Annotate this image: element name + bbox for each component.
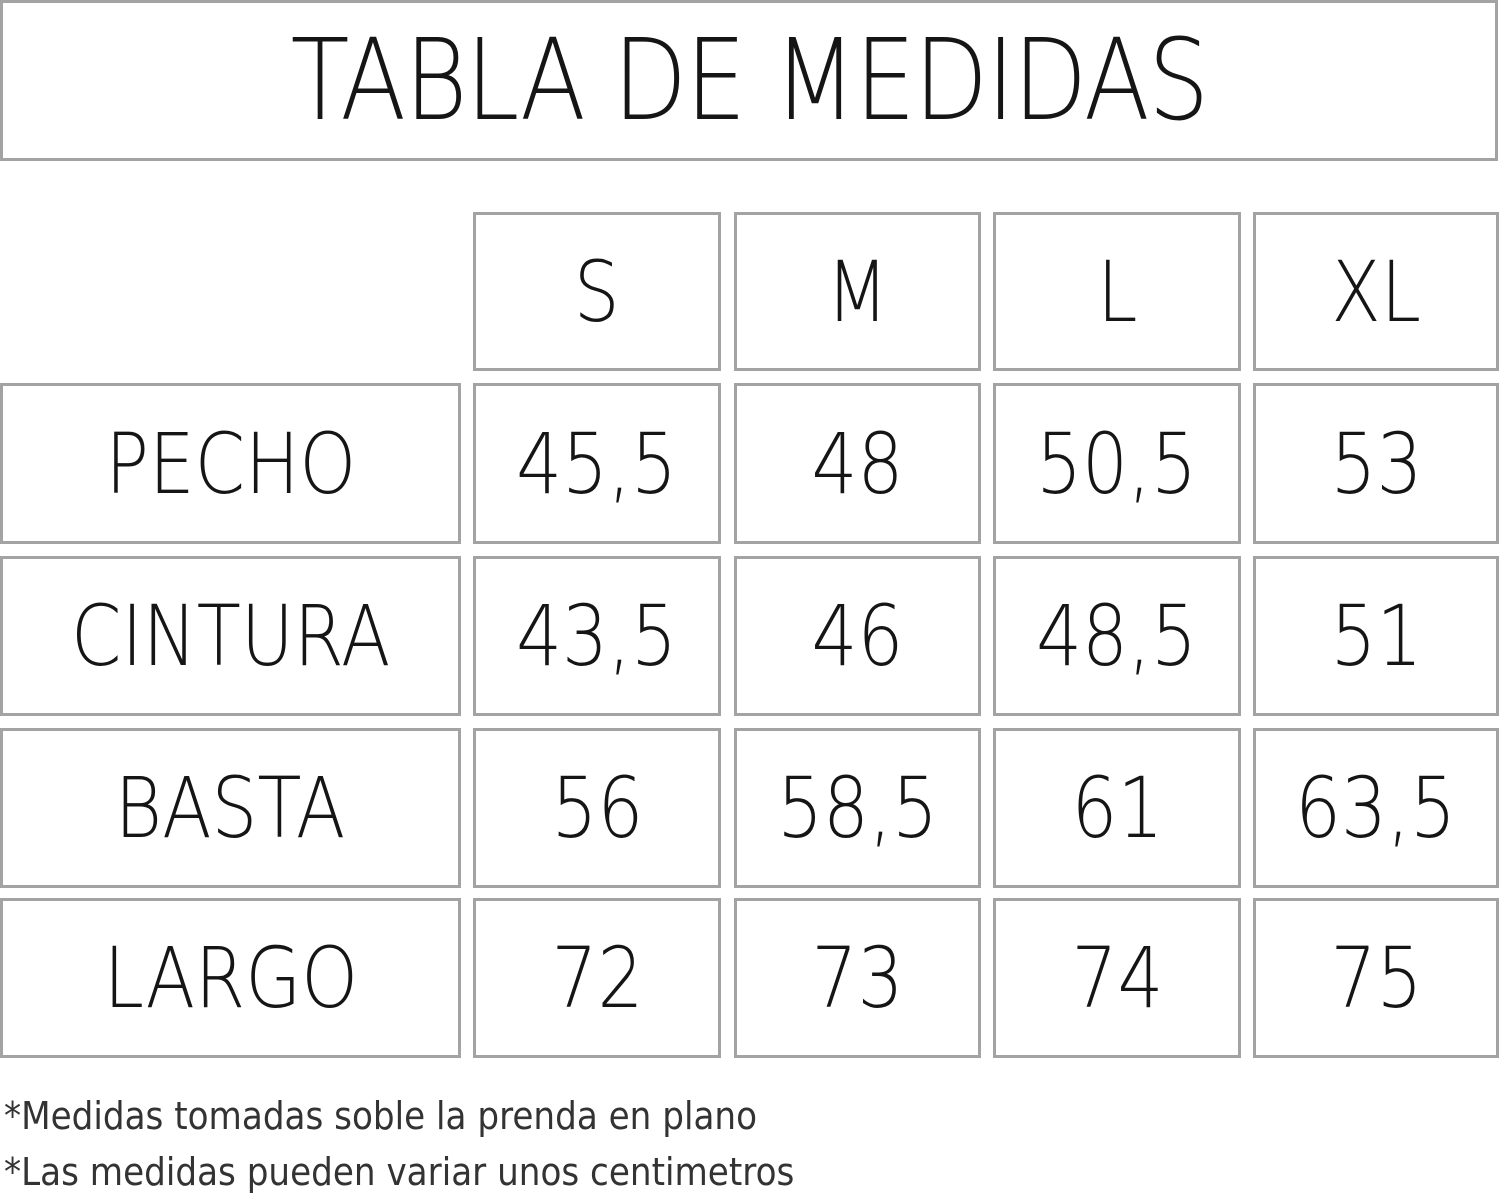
table-cell-text: 73 <box>811 929 904 1027</box>
table-cell: 51 <box>1253 556 1499 716</box>
size-header: S <box>473 212 721 371</box>
table-cell-text: 74 <box>1071 929 1163 1027</box>
table-cell-text: 45,5 <box>516 414 678 513</box>
table-cell-text: 56 <box>551 759 643 857</box>
table-cell: 72 <box>473 898 721 1058</box>
row-label-text: LARGO <box>103 929 358 1027</box>
row-label-text: PECHO <box>105 414 356 513</box>
table-cell-text: 72 <box>551 929 643 1027</box>
table-cell: 56 <box>473 728 721 888</box>
table-cell: 61 <box>993 728 1241 888</box>
table-cell: 75 <box>1253 898 1499 1058</box>
table-cell: 74 <box>993 898 1241 1058</box>
row-label: LARGO <box>0 898 461 1058</box>
table-cell: 45,5 <box>473 383 721 544</box>
table-cell-text: 50,5 <box>1036 414 1198 513</box>
size-header: L <box>993 212 1241 371</box>
row-label: PECHO <box>0 383 461 544</box>
size-header-text: XL <box>1331 242 1421 341</box>
size-header-text: S <box>574 242 620 341</box>
row-label: CINTURA <box>0 556 461 716</box>
table-cell-text: 61 <box>1071 759 1163 857</box>
table-cell: 43,5 <box>473 556 721 716</box>
table-cell: 46 <box>734 556 981 716</box>
row-label-text: BASTA <box>115 759 346 857</box>
table-cell-text: 43,5 <box>516 587 678 685</box>
size-header-text: M <box>826 242 889 341</box>
table-cell: 63,5 <box>1253 728 1499 888</box>
note-1: *Medidas tomadas soble la prenda en plan… <box>4 1094 758 1138</box>
table-cell-text: 58,5 <box>777 759 938 857</box>
table-cell: 53 <box>1253 383 1499 544</box>
table-cell-text: 48 <box>811 414 904 513</box>
row-label-text: CINTURA <box>70 587 391 685</box>
table-cell-text: 48,5 <box>1036 587 1198 685</box>
table-cell: 58,5 <box>734 728 981 888</box>
size-header: XL <box>1253 212 1499 371</box>
note-2: *Las medidas pueden variar unos centimet… <box>4 1150 795 1194</box>
table-cell-text: 63,5 <box>1295 759 1457 857</box>
table-cell-text: 75 <box>1330 929 1422 1027</box>
table-cell: 48,5 <box>993 556 1241 716</box>
table-cell: 50,5 <box>993 383 1241 544</box>
table-cell: 73 <box>734 898 981 1058</box>
table-cell-text: 51 <box>1330 587 1422 685</box>
row-label: BASTA <box>0 728 461 888</box>
size-header: M <box>734 212 981 371</box>
table-cell-text: 53 <box>1330 414 1422 513</box>
page-title: TABLA DE MEDIDAS <box>0 0 1498 161</box>
table-cell-text: 46 <box>811 587 904 685</box>
title-text: TABLA DE MEDIDAS <box>290 15 1210 146</box>
table-cell: 48 <box>734 383 981 544</box>
size-header-text: L <box>1096 242 1138 341</box>
